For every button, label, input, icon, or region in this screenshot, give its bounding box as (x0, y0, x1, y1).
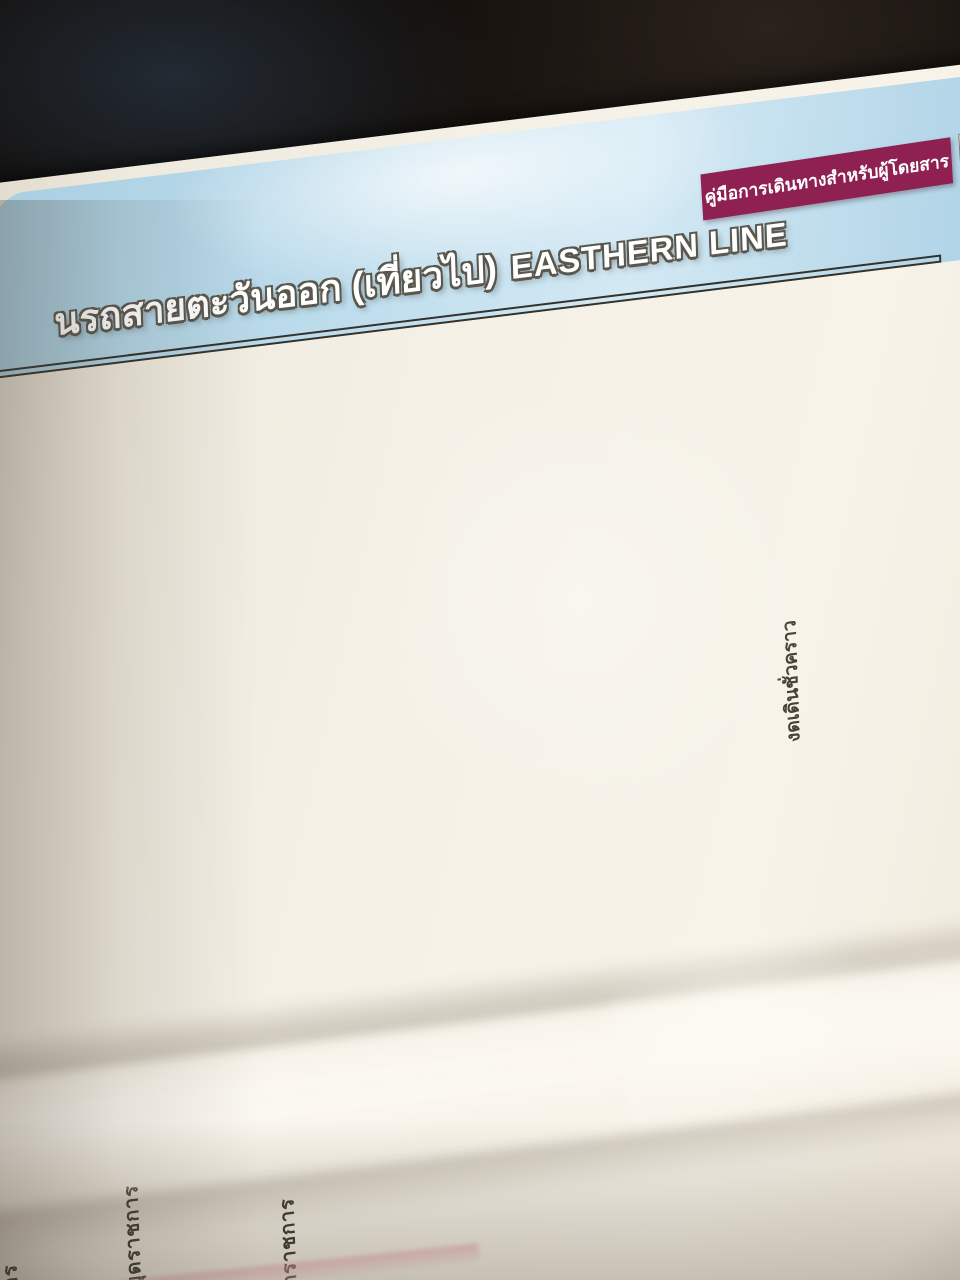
footnote-vertical-1: งดเดินวันเสาร์-อาทิตย์และวันหยุดราชการ (114, 1183, 159, 1280)
footnote-vertical-2: งดเดินวันเสาร์-อาทิตย์และวันหยุดราชการ (270, 1196, 315, 1280)
page-title-thai: นรถสายตะวันออก (เที่ยวไป) (53, 247, 498, 344)
gray-column-note: งดเดินชั่วคราว (779, 619, 805, 744)
blue-header-panel: คู่มือการเดินทางสำหรับผู้โดยสาร 16 นรถสา… (0, 51, 960, 379)
footnote-vertical-3: งดเดินวันเสาร์-อาทิตย์และวันหยุดราชการ (0, 1262, 39, 1280)
page-title-english: EASTHERN LINE (510, 214, 789, 287)
page-title: นรถสายตะวันออก (เที่ยวไป) EASTHERN LINE (53, 203, 789, 352)
booklet-page: คู่มือการเดินทางสำหรับผู้โดยสาร 16 นรถสา… (0, 38, 960, 1280)
banner-text: คู่มือการเดินทางสำหรับผู้โดยสาร (703, 150, 950, 208)
